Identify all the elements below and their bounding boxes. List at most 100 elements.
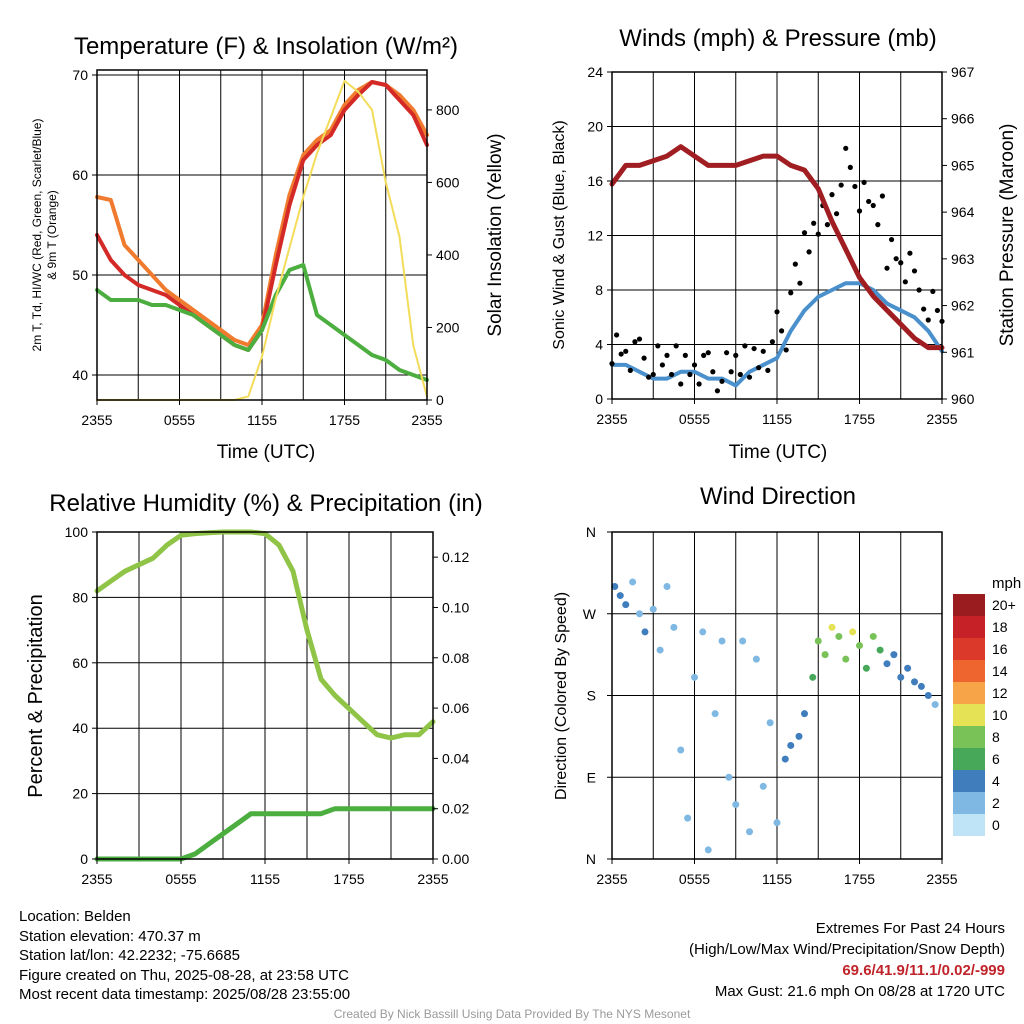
y2-tick-label: 963 bbox=[951, 251, 975, 267]
wind-gust-point bbox=[756, 365, 762, 371]
legend-swatch bbox=[953, 682, 985, 704]
wind-ylabel: Sonic Wind & Gust (Blue, Black) bbox=[551, 120, 568, 349]
wind-gust-point bbox=[774, 309, 780, 315]
wind-direction-point bbox=[781, 755, 789, 763]
wind-ticks: 2355 0555 1155 1755 2355 0 4 8 12 16 20 24 960 961 962… bbox=[587, 64, 974, 427]
legend-label: 12 bbox=[992, 685, 1008, 701]
station-latlon: Station lat/lon: 42.2232; -75.6685 bbox=[19, 947, 241, 964]
wind-direction-point bbox=[711, 710, 719, 718]
y2-tick-label: 967 bbox=[951, 64, 975, 80]
temperature-panel: Temperature (F) & Insolation (W/m²) 2355… bbox=[30, 33, 506, 463]
wind-gust-point bbox=[811, 220, 817, 226]
legend-label: 4 bbox=[992, 773, 1000, 789]
wind-gust-point bbox=[765, 367, 771, 373]
wind-series bbox=[609, 144, 945, 394]
wind-gust-point bbox=[838, 182, 844, 188]
legend-swatch bbox=[953, 814, 985, 836]
station-info: Location: Belden Station elevation: 470.… bbox=[19, 907, 350, 1005]
wind-direction-point bbox=[911, 678, 918, 686]
wind-gust-point bbox=[824, 222, 831, 228]
humidity-ylabel: Percent & Precipitation bbox=[25, 594, 47, 797]
wind-direction-point bbox=[718, 637, 726, 645]
wind-direction-point bbox=[699, 628, 707, 636]
wind-gust-point bbox=[655, 343, 661, 349]
extremes-title: Extremes For Past 24 Hours bbox=[815, 920, 1005, 937]
wind-gust-point bbox=[719, 378, 725, 384]
y-tick-label: 24 bbox=[587, 64, 603, 80]
direction-tick-label: S bbox=[587, 688, 596, 704]
legend-label: 0 bbox=[992, 817, 1000, 833]
x-tick-label: 1755 bbox=[329, 412, 360, 428]
temperature-ticks: 2355 0555 1155 1755 2355 40 50 60 70 0 200 400 600 80… bbox=[72, 67, 459, 428]
pressure-line bbox=[609, 144, 945, 351]
wind-gust-point bbox=[733, 352, 739, 358]
x-tick-label: 0555 bbox=[679, 871, 710, 887]
y-tick-label: 40 bbox=[72, 367, 88, 383]
x-tick-label: 2355 bbox=[411, 412, 442, 428]
wind-direction-point bbox=[809, 673, 817, 681]
wind-xlabel: Time (UTC) bbox=[729, 442, 828, 463]
series-line bbox=[610, 281, 944, 388]
y2-tick-label: 0.02 bbox=[442, 801, 469, 817]
wind-gust-point bbox=[870, 202, 876, 209]
y2-tick-label: 0 bbox=[436, 392, 444, 408]
x-tick-label: 1155 bbox=[247, 412, 277, 428]
temperature-title: Temperature (F) & Insolation (W/m²) bbox=[74, 33, 458, 60]
wind-gust-point bbox=[641, 355, 647, 361]
wind-gust-point bbox=[925, 317, 931, 323]
y2-tick-label: 0.10 bbox=[442, 599, 469, 615]
y2-tick-label: 600 bbox=[436, 174, 460, 190]
temperature-grid bbox=[97, 70, 427, 400]
wind-gust-point bbox=[696, 381, 702, 387]
wind-direction-point bbox=[904, 664, 912, 672]
station-location: Location: Belden bbox=[19, 908, 131, 925]
direction-tick-label: N bbox=[586, 851, 596, 867]
wind-direction-point bbox=[641, 628, 649, 636]
wind-direction-point bbox=[931, 701, 939, 709]
wind-direction-point bbox=[917, 682, 925, 690]
wind-gust-point bbox=[659, 362, 666, 368]
wind-title: Winds (mph) & Pressure (mb) bbox=[619, 25, 936, 52]
wind-direction-point bbox=[821, 651, 829, 659]
wind-direction-point bbox=[814, 637, 822, 645]
y-tick-label: 12 bbox=[587, 228, 603, 244]
x-tick-label: 1755 bbox=[844, 411, 875, 427]
most-recent-timestamp: Most recent data timestamp: 2025/08/28 2… bbox=[19, 986, 351, 1003]
wind-gust-point bbox=[797, 280, 803, 286]
wind-direction-point bbox=[869, 632, 877, 640]
wind-gust-point bbox=[723, 350, 730, 356]
wind-gust-point bbox=[815, 231, 821, 237]
x-tick-label: 1755 bbox=[333, 871, 364, 887]
temperature-ylabel-2: & 9m T (Orange) bbox=[45, 190, 59, 280]
humidity-title: Relative Humidity (%) & Precipitation (i… bbox=[49, 490, 482, 517]
wind-direction-point bbox=[670, 623, 678, 631]
wind-gust-point bbox=[861, 179, 867, 185]
wind-gust-point bbox=[682, 352, 688, 358]
temperature-ylabel-1: 2m T, Td, HI/WC (Red, Green, Scarlet/Blu… bbox=[30, 119, 44, 352]
legend-swatch bbox=[953, 660, 985, 682]
wind-direction-point bbox=[704, 846, 712, 854]
wind-direction-point bbox=[663, 583, 671, 590]
wind-gust-point bbox=[678, 381, 684, 387]
wind-gust-point bbox=[884, 265, 890, 271]
station-elevation: Station elevation: 470.37 m bbox=[19, 927, 201, 945]
y-tick-label: 40 bbox=[72, 720, 88, 736]
wind-direction-point bbox=[801, 710, 808, 718]
wind-direction-point bbox=[691, 673, 698, 681]
x-tick-label: 2355 bbox=[417, 871, 448, 887]
extremes-values: 69.6/41.9/11.1/0.02/-999 bbox=[842, 962, 1005, 979]
y-tick-label: 80 bbox=[72, 589, 88, 605]
y2-tick-label: 0.08 bbox=[442, 650, 469, 666]
wind-direction-point bbox=[849, 628, 857, 636]
temperature-series bbox=[95, 79, 429, 401]
wind-direction-grid bbox=[612, 532, 942, 859]
wind-gust-point bbox=[760, 348, 766, 354]
wind-direction-point bbox=[629, 578, 637, 586]
legend-swatch bbox=[953, 616, 985, 638]
temperature-xlabel: Time (UTC) bbox=[217, 442, 316, 463]
wind-gust-point bbox=[916, 287, 922, 293]
wind-gust-point bbox=[623, 348, 629, 354]
wind-direction-point bbox=[636, 610, 643, 618]
wind-direction-point bbox=[725, 773, 733, 781]
